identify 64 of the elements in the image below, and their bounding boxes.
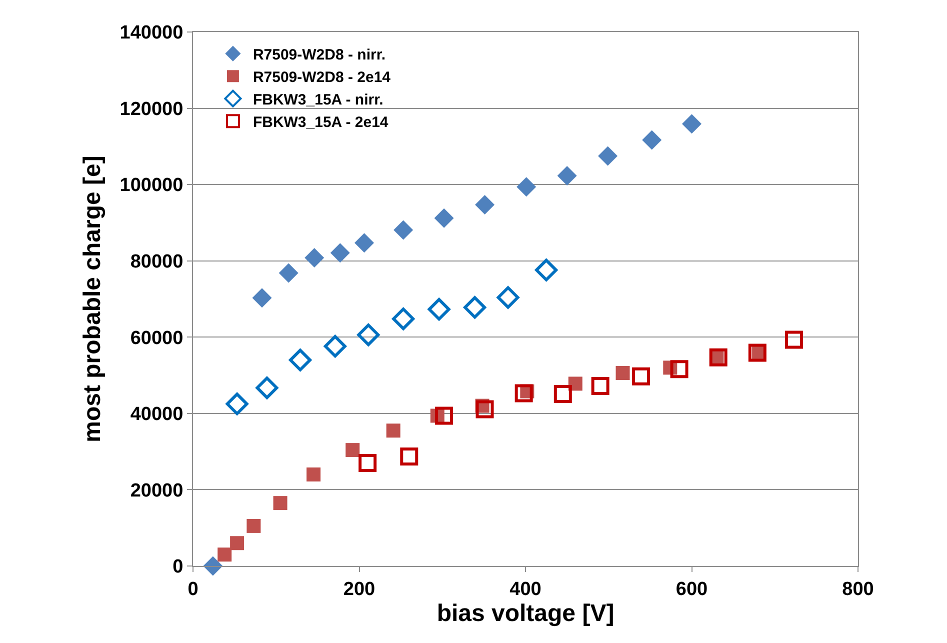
point	[256, 376, 278, 400]
point	[252, 288, 272, 308]
point	[642, 130, 662, 150]
point	[568, 376, 582, 391]
point	[304, 248, 324, 268]
point	[598, 146, 618, 166]
point	[682, 114, 702, 134]
point	[288, 348, 312, 372]
y-tick-label: 120000	[120, 98, 184, 120]
legend-label: FBKW3_15A - 2e14	[252, 114, 389, 131]
x-tick-label: 400	[510, 578, 542, 600]
point	[273, 496, 288, 510]
point	[306, 467, 321, 482]
point	[434, 208, 454, 228]
point	[230, 536, 244, 550]
point	[358, 454, 377, 472]
point	[324, 335, 346, 358]
point	[496, 286, 520, 309]
x-tick-label: 600	[676, 578, 708, 600]
point	[218, 548, 232, 562]
point	[246, 518, 261, 533]
point	[709, 348, 728, 366]
point	[476, 400, 494, 418]
point	[330, 243, 350, 263]
legend-label: R7509-W2D8 - nirr.	[252, 46, 386, 64]
y-tick-label: 20000	[130, 480, 184, 502]
point	[535, 258, 558, 282]
point	[475, 195, 495, 215]
point	[394, 220, 414, 240]
point	[616, 366, 630, 380]
y-tick-label: 0	[172, 556, 184, 578]
point	[400, 448, 418, 466]
x-tick-label: 200	[343, 578, 376, 600]
point	[435, 406, 454, 425]
legend-label: FBKW3_15A - nirr.	[252, 91, 384, 108]
point	[748, 344, 766, 362]
y-tick-label: 60000	[130, 328, 184, 349]
point	[428, 298, 450, 321]
y-tick-label: 100000	[120, 175, 184, 196]
point	[392, 308, 415, 330]
y-tick-label: 80000	[130, 252, 184, 273]
y-axis-title: most probable charge [e]	[78, 156, 106, 442]
legend-label: R7509-W2D8 - 2e14	[252, 68, 392, 86]
point	[554, 384, 572, 403]
x-tick-label: 0	[188, 578, 198, 600]
point	[203, 556, 223, 576]
point	[354, 233, 374, 253]
point	[591, 376, 610, 395]
point	[346, 443, 360, 458]
point	[557, 166, 577, 186]
x-tick-label: 800	[842, 578, 874, 600]
point	[514, 384, 533, 402]
point	[784, 330, 803, 349]
point	[464, 296, 486, 319]
point	[632, 367, 650, 386]
point	[670, 360, 688, 378]
y-tick-label: 40000	[130, 404, 184, 426]
point	[386, 424, 400, 438]
point	[278, 263, 298, 283]
y-tick-label: 140000	[120, 22, 184, 44]
point	[516, 177, 536, 197]
point	[357, 324, 380, 346]
x-axis-title: bias voltage [V]	[436, 600, 614, 627]
point	[226, 392, 248, 416]
